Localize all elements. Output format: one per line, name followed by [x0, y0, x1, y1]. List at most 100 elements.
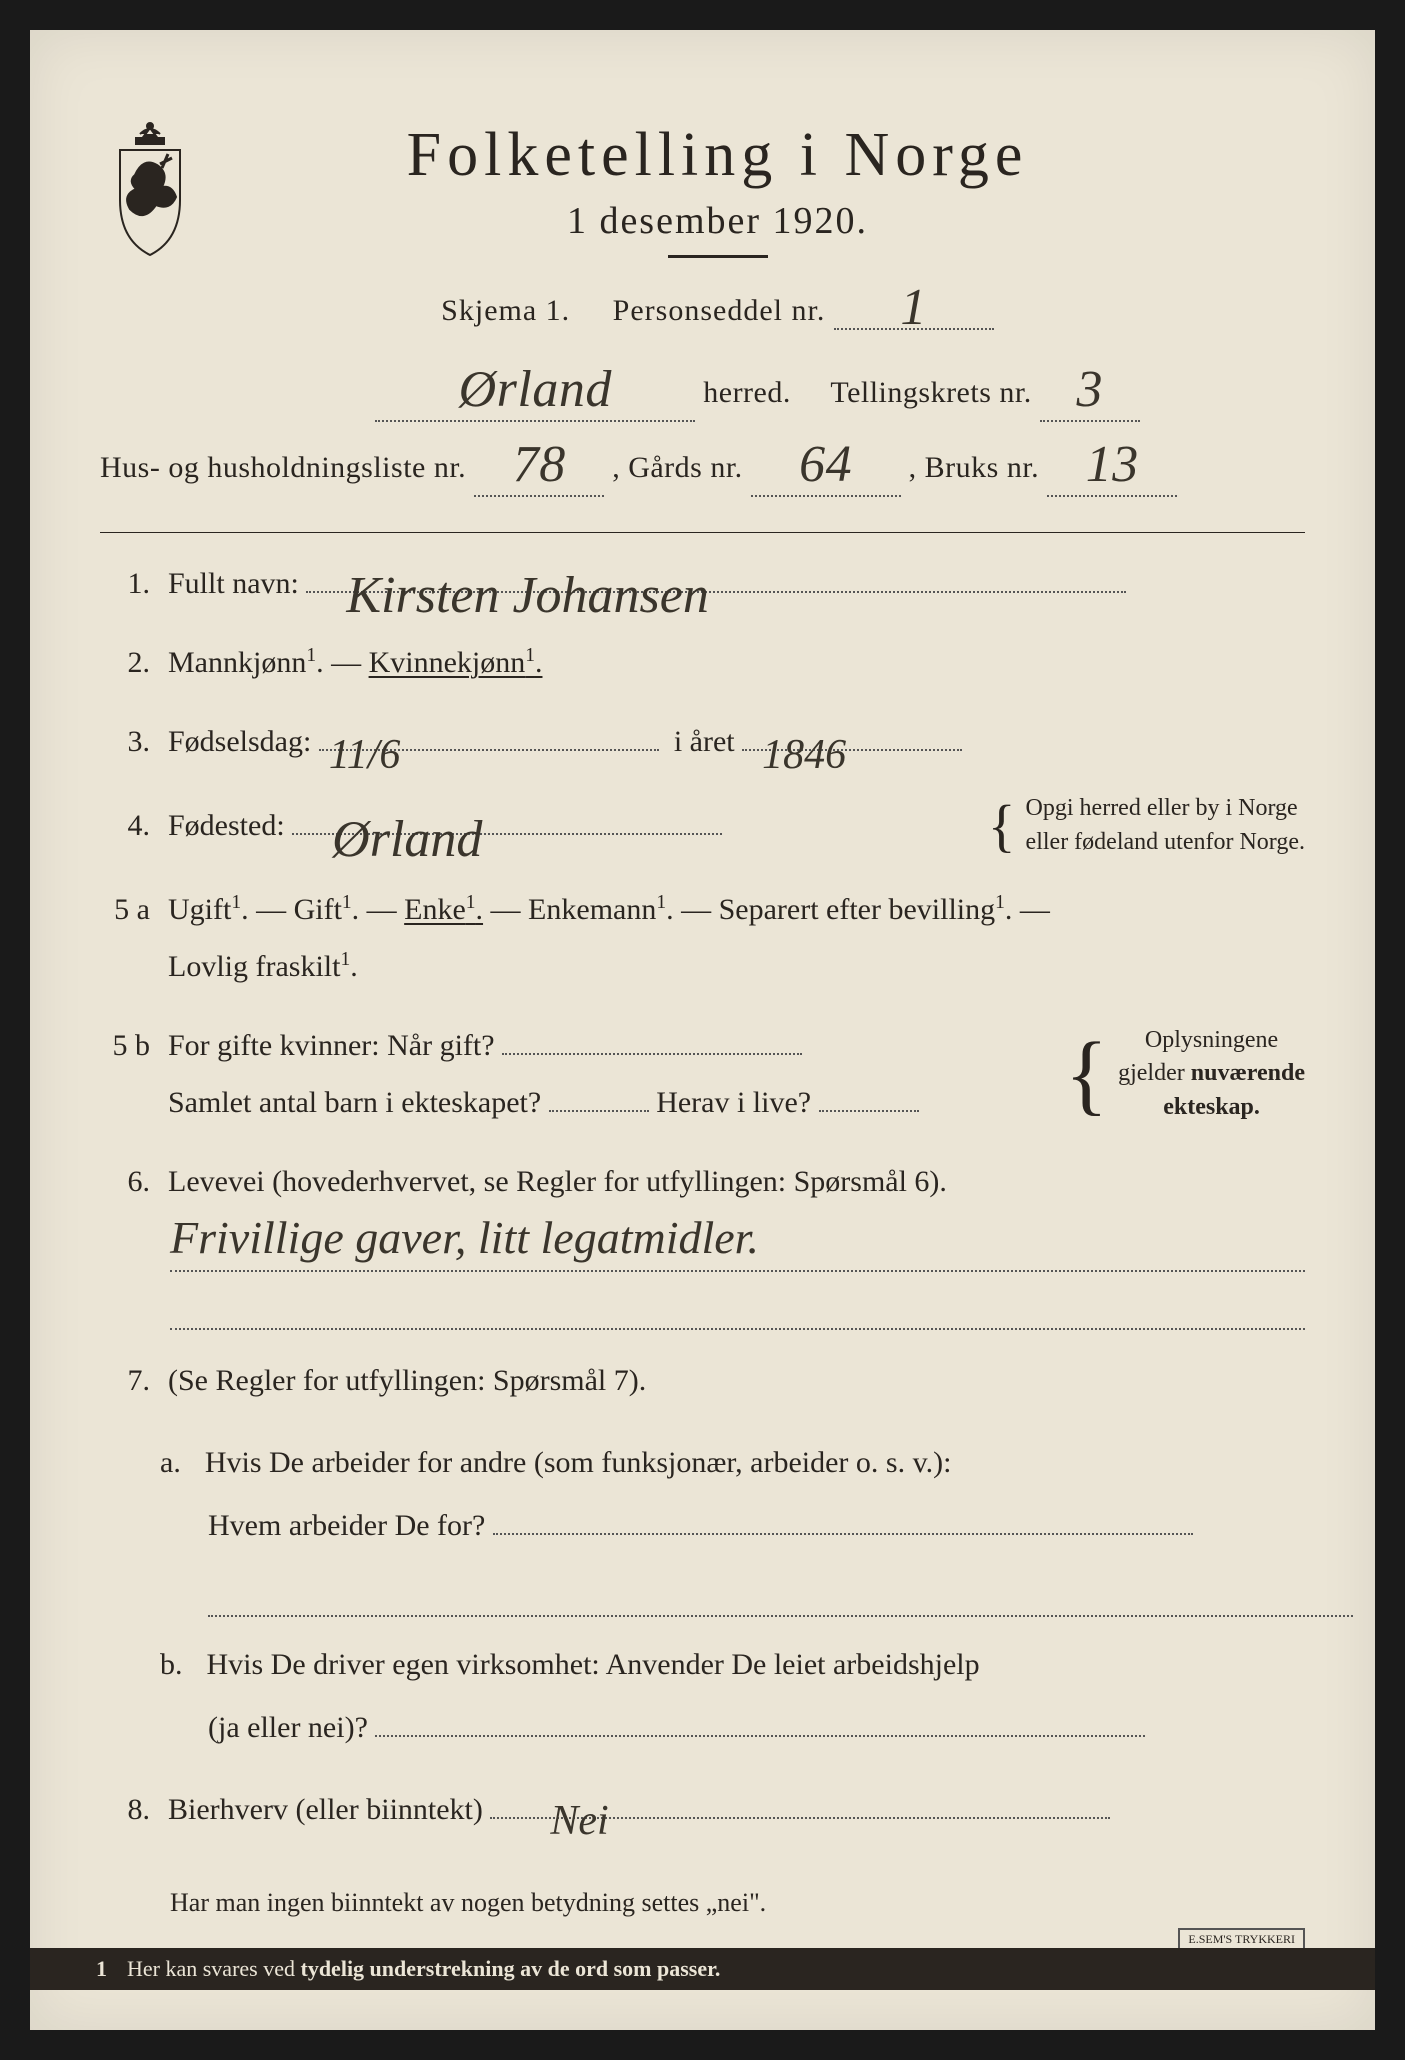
gards-label: , Gårds nr. [612, 451, 742, 484]
q5b-gift-field [502, 1053, 802, 1055]
title-block: Folketelling i Norge 1 desember 1920. Sk… [230, 120, 1305, 355]
footer-note: Har man ingen biinntekt av nogen betydni… [170, 1888, 1305, 1918]
q1-value: Kirsten Johansen [346, 575, 709, 617]
q7-label: (Se Regler for utfyllingen: Spørsmål 7). [168, 1352, 1305, 1409]
q5a-enkemann: Enkemann1. [528, 893, 674, 926]
q5b-note: Oplysningene gjelder nuværende ekteskap. [1118, 1024, 1305, 1125]
q1-label: Fullt navn: [168, 567, 299, 600]
bottom-footnote-bar: 1 Her kan svares ved tydelig understrekn… [30, 1948, 1375, 1990]
skjema-label: Skjema 1. [441, 294, 570, 327]
q8-num: 8. [100, 1781, 150, 1838]
q1-row: 1. Fullt navn: Kirsten Johansen [100, 555, 1305, 612]
q5b-note3: ekteskap. [1118, 1091, 1305, 1125]
q5a-ugift: Ugift1. [168, 893, 249, 926]
q8-label: Bierhverv (eller biinntekt) [168, 1793, 483, 1826]
q3-row: 3. Fødselsdag: 11/6 i året 1846 [100, 713, 1305, 770]
q2-num: 2. [100, 634, 150, 691]
q5a-row: 5 a Ugift1. — Gift1. — Enke1. — Enkemann… [100, 881, 1305, 995]
q4-value: Ørland [332, 819, 482, 861]
personseddel-label: Personseddel nr. [613, 294, 826, 327]
gards-field: 64 [751, 440, 901, 497]
q4-note2: eller fødeland utenfor Norge. [1026, 826, 1305, 860]
q5b-line2b: Herav i live? [656, 1086, 811, 1119]
q6-label: Levevei (hovederhvervet, se Regler for u… [168, 1165, 947, 1198]
divider [100, 532, 1305, 533]
q5a-num: 5 a [100, 881, 150, 938]
q3-year-field: 1846 [742, 749, 962, 751]
q2-mann: Mannkjønn1. [168, 646, 324, 679]
q6-row: 6. Levevei (hovederhvervet, se Regler fo… [100, 1153, 1305, 1210]
q4-note1: Opgi herred eller by i Norge [1026, 792, 1305, 826]
q7a-label: a. [160, 1431, 181, 1494]
brace-icon: { [988, 800, 1016, 852]
census-form-page: Folketelling i Norge 1 desember 1920. Sk… [30, 30, 1375, 2030]
q6-num: 6. [100, 1153, 150, 1210]
q5b-row: 5 b For gifte kvinner: Når gift? Samlet … [100, 1017, 1305, 1131]
footnote-marker: 1 [96, 1956, 107, 1982]
q1-body: Fullt navn: Kirsten Johansen [168, 555, 1305, 612]
q1-field: Kirsten Johansen [306, 591, 1126, 593]
q5b-line1: For gifte kvinner: Når gift? [168, 1029, 495, 1062]
q5b-num: 5 b [100, 1017, 150, 1074]
q7b-label: b. [160, 1633, 183, 1696]
gards-nr: 64 [799, 436, 852, 493]
q6-line2 [170, 1290, 1305, 1330]
q3-mid: i året [674, 725, 735, 758]
liste-line: Hus- og husholdningsliste nr. 78 , Gårds… [100, 440, 1305, 497]
q7a-text2: Hvem arbeider De for? [208, 1509, 485, 1542]
q3-day-field: 11/6 [319, 749, 659, 751]
q5a-gift: Gift1. [294, 893, 360, 926]
bruks-nr: 13 [1086, 436, 1139, 493]
q8-value: Nei [550, 1805, 608, 1839]
q4-field: Ørland [292, 833, 722, 835]
q5a-separert: Separert efter bevilling1. [719, 893, 1013, 926]
printer-line1: E.SEM'S TRYKKERI [1188, 1932, 1295, 1946]
q5a-lovlig: Lovlig fraskilt1. [168, 950, 358, 983]
herred-name: Ørland [459, 361, 612, 418]
q4-label: Fødested: [168, 809, 285, 842]
q5b-note2: gjelder nuværende [1118, 1057, 1305, 1091]
q7a-text1: Hvis De arbeider for andre (som funksjon… [205, 1431, 952, 1494]
q2-row: 2. Mannkjønn1. — Kvinnekjønn1. [100, 634, 1305, 691]
q5b-line2a: Samlet antal barn i ekteskapet? [168, 1086, 541, 1119]
q7a-line2 [208, 1587, 1353, 1617]
title-rule [668, 255, 768, 258]
q6-value: Frivillige gaver, litt legatmidler. [170, 1220, 759, 1257]
q4-row: 4. Fødested: Ørland { Opgi herred eller … [100, 792, 1305, 859]
q5b-body: For gifte kvinner: Når gift? Samlet anta… [168, 1017, 1305, 1131]
tellingskrets-label: Tellingskrets nr. [830, 376, 1031, 409]
q7a-field [493, 1533, 1193, 1535]
q2-body: Mannkjønn1. — Kvinnekjønn1. [168, 634, 1305, 691]
q3-label: Fødselsdag: [168, 725, 311, 758]
herred-line: Ørland herred. Tellingskrets nr. 3 [100, 365, 1305, 422]
q1-num: 1. [100, 555, 150, 612]
personseddel-nr: 1 [900, 279, 927, 336]
personseddel-nr-field: 1 [834, 283, 994, 330]
q3-body: Fødselsdag: 11/6 i året 1846 [168, 713, 1305, 770]
q2-kvinne: Kvinnekjønn1. [369, 646, 543, 679]
bruks-label: , Bruks nr. [909, 451, 1040, 484]
q4-num: 4. [100, 797, 150, 854]
q5b-note1: Oplysningene [1118, 1024, 1305, 1058]
q5a-enke: Enke1. [404, 893, 483, 926]
footnote-text: Her kan svares ved tydelig understreknin… [127, 1956, 720, 1982]
skjema-line: Skjema 1. Personseddel nr. 1 [230, 283, 1205, 330]
herred-name-field: Ørland [375, 365, 695, 422]
main-title: Folketelling i Norge [230, 120, 1205, 191]
q7b: b. Hvis De driver egen virksomhet: Anven… [160, 1633, 1305, 1759]
q4-note: Opgi herred eller by i Norge eller fødel… [1026, 792, 1305, 859]
q2-dash: — [331, 646, 369, 679]
q7b-text2: (ja eller nei)? [208, 1711, 368, 1744]
bruks-field: 13 [1047, 440, 1177, 497]
coat-of-arms-icon [100, 120, 200, 260]
header: Folketelling i Norge 1 desember 1920. Sk… [100, 120, 1305, 355]
q7-row: 7. (Se Regler for utfyllingen: Spørsmål … [100, 1352, 1305, 1409]
husliste-label: Hus- og husholdningsliste nr. [100, 451, 466, 484]
q5a-body: Ugift1. — Gift1. — Enke1. — Enkemann1. —… [168, 881, 1305, 995]
q5b-live-field [819, 1110, 919, 1112]
q8-row: 8. Bierhverv (eller biinntekt) Nei [100, 1781, 1305, 1838]
q5b-barn-field [549, 1110, 649, 1112]
husliste-nr: 78 [513, 436, 566, 493]
q7-num: 7. [100, 1352, 150, 1409]
husliste-field: 78 [474, 440, 604, 497]
